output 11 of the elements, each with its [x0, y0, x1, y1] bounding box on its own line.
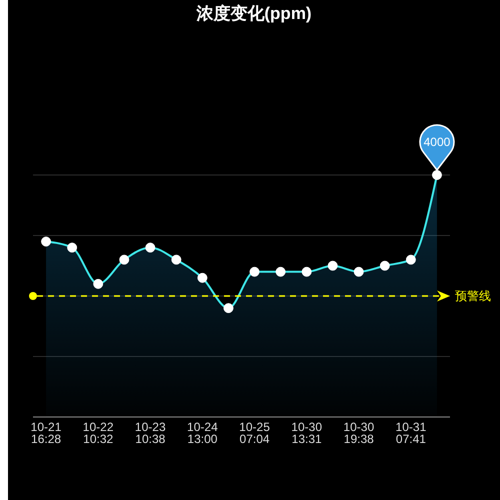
x-tick-label: 10-30 13:31 [291, 420, 322, 446]
x-tick-label: 10-31 07:41 [396, 420, 427, 446]
chart-title: 浓度变化(ppm) [195, 4, 312, 23]
x-tick-label: 10-22 10:32 [82, 420, 114, 446]
x-tick-label: 10-24 13:00 [187, 420, 218, 446]
x-tick-label: 10-30 19:38 [343, 420, 374, 446]
x-tick-label: 10-25 07:04 [239, 420, 270, 446]
ref-line-label: 预警线 [455, 289, 491, 303]
x-tick-label: 10-21 16:28 [30, 420, 62, 446]
data-label: 4000 [424, 135, 451, 149]
x-tick-label: 10-23 10:38 [134, 420, 166, 446]
